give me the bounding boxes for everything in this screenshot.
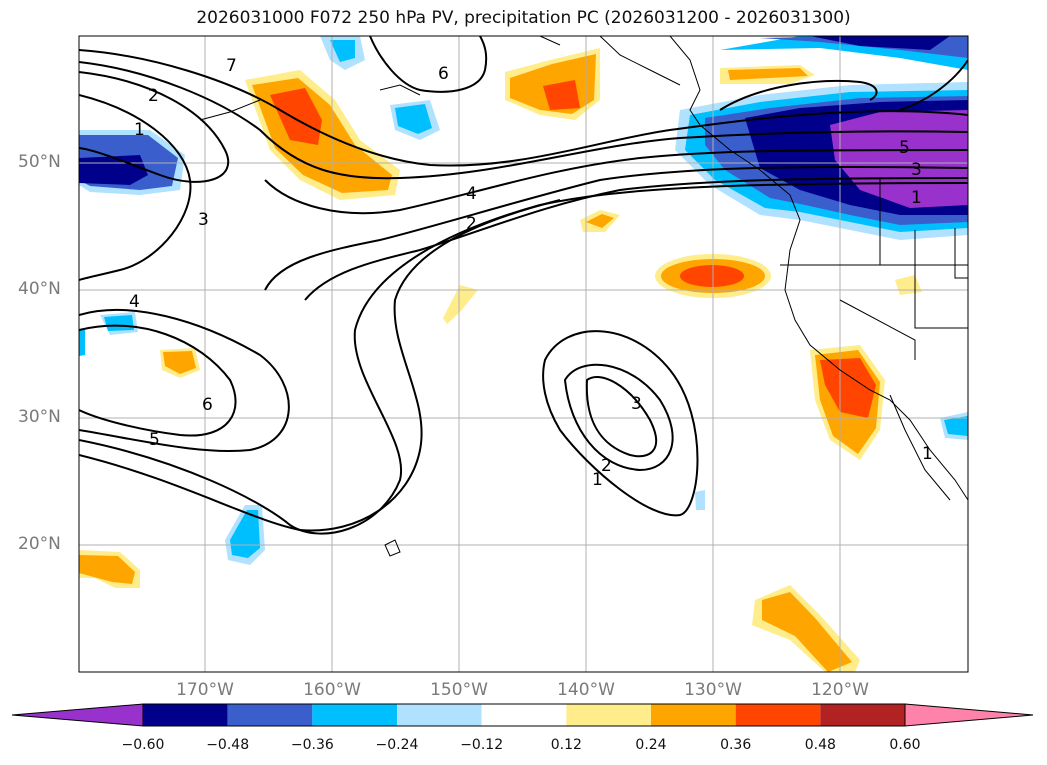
pv-contour-1-low: 1 bbox=[592, 470, 603, 490]
pv-contour-4-southwest: 4 bbox=[129, 292, 140, 312]
colorbar-tick-label: 0.36 bbox=[720, 737, 752, 753]
colorbar-segment bbox=[651, 704, 736, 726]
lon-label-140w: 140°W bbox=[557, 680, 615, 700]
pv-contour-2-west: 2 bbox=[148, 86, 159, 106]
colorbar-segment bbox=[143, 704, 228, 726]
precip-wet-blobs bbox=[79, 48, 968, 672]
colorbar-tick-label: 0.48 bbox=[804, 737, 836, 753]
lat-label-20n: 20°N bbox=[18, 534, 61, 554]
colorbar-segment bbox=[481, 704, 567, 726]
coastlines bbox=[199, 36, 968, 557]
pv-contour-7-north: 7 bbox=[226, 56, 237, 76]
graticule-grid bbox=[79, 36, 968, 672]
lat-label-40n: 40°N bbox=[18, 279, 61, 299]
lon-label-150w: 150°W bbox=[430, 680, 488, 700]
colorbar-tick-label: −0.48 bbox=[206, 737, 250, 753]
colorbar-tick-label: −0.36 bbox=[290, 737, 334, 753]
pv-contour-5-northeast: 5 bbox=[899, 138, 910, 158]
pv-contour-5-southwest: 5 bbox=[149, 430, 160, 450]
colorbar-segment bbox=[312, 704, 397, 726]
pv-contours bbox=[79, 36, 968, 535]
lat-label-30n: 30°N bbox=[18, 407, 61, 427]
colorbar-extension-high bbox=[904, 703, 1034, 727]
colorbar-segment bbox=[227, 704, 313, 726]
colorbar-tick-label: −0.24 bbox=[375, 737, 419, 753]
colorbar-tick-label: 0.24 bbox=[635, 737, 667, 753]
map-frame bbox=[78, 35, 969, 673]
lon-label-130w: 130°W bbox=[684, 680, 742, 700]
pv-contour-3-low: 3 bbox=[631, 394, 642, 414]
pv-contour-1-baja: 1 bbox=[922, 444, 933, 464]
colorbar-tick-label: 0.60 bbox=[889, 737, 921, 753]
colorbar-extension-low bbox=[11, 703, 144, 727]
colorbar-segment bbox=[735, 704, 821, 726]
colorbar-tick-label: −0.60 bbox=[121, 737, 165, 753]
lon-label-160w: 160°W bbox=[303, 680, 361, 700]
lon-label-170w: 170°W bbox=[176, 680, 234, 700]
lon-label-120w: 120°W bbox=[811, 680, 869, 700]
pv-contour-4-central: 4 bbox=[466, 184, 477, 204]
colorbar-tick-label: 0.12 bbox=[550, 737, 582, 753]
colorbar-segment bbox=[566, 704, 651, 726]
pv-contour-1-northeast: 1 bbox=[911, 188, 922, 208]
pv-contour-2-low: 2 bbox=[601, 456, 612, 476]
pv-contour-2-central: 2 bbox=[466, 214, 477, 234]
colorbar-tick-label: −0.12 bbox=[460, 737, 504, 753]
pv-contour-3-northeast: 3 bbox=[911, 160, 922, 180]
precip-dry-blobs bbox=[79, 36, 968, 565]
plot-title: 2026031000 F072 250 hPa PV, precipitatio… bbox=[196, 8, 851, 28]
pv-contour-1-west: 1 bbox=[134, 120, 145, 140]
colorbar-segment bbox=[820, 704, 905, 726]
pv-contour-6-north: 6 bbox=[438, 64, 449, 84]
colorbar-segment bbox=[397, 704, 482, 726]
pv-contour-3-west: 3 bbox=[198, 210, 209, 230]
pv-contour-6-southwest: 6 bbox=[202, 395, 213, 415]
lat-label-50n: 50°N bbox=[18, 152, 61, 172]
